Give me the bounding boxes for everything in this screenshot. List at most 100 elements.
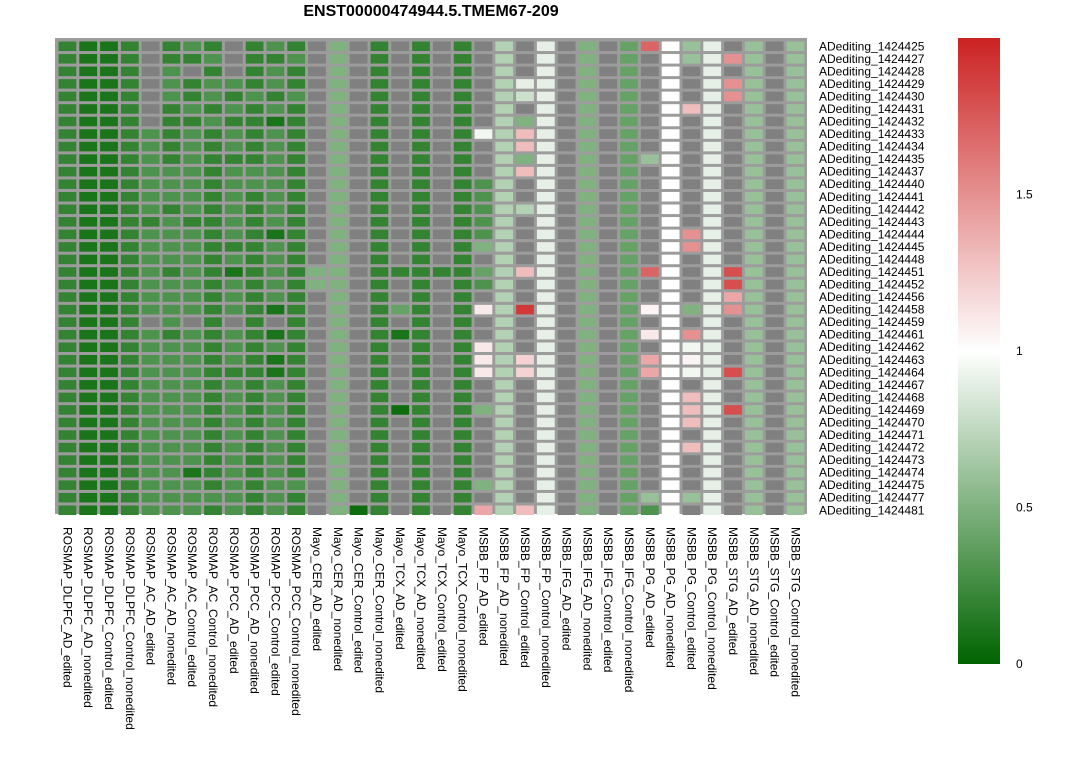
- heatmap-cell: [224, 217, 243, 227]
- heatmap-cell: [432, 267, 451, 277]
- heatmap-cell: [765, 492, 784, 503]
- heatmap-cell: [620, 292, 638, 302]
- heatmap-cell: [349, 380, 368, 390]
- heatmap-cell: [495, 91, 514, 102]
- heatmap-cell: [516, 405, 534, 415]
- heatmap-cell: [58, 380, 77, 390]
- column-label: Mayo_TCX_Control_nonedited: [456, 527, 470, 692]
- heatmap-cell: [412, 317, 430, 327]
- heatmap-cell: [100, 267, 118, 277]
- heatmap-cell: [724, 91, 742, 102]
- heatmap-cell: [536, 91, 555, 102]
- heatmap-cell: [100, 355, 118, 365]
- heatmap-cell: [640, 442, 659, 453]
- heatmap-cell: [557, 104, 576, 114]
- heatmap-cell: [287, 492, 306, 503]
- heatmap-cell: [120, 367, 139, 378]
- heatmap-cell: [516, 292, 534, 302]
- heatmap-cell: [620, 254, 638, 265]
- heatmap-cell: [432, 492, 451, 503]
- heatmap-cell: [100, 329, 118, 340]
- heatmap-cell: [349, 417, 368, 428]
- heatmap-cell: [599, 367, 618, 378]
- heatmap-cell: [245, 480, 264, 490]
- heatmap-cell: [287, 417, 306, 428]
- heatmap-cell: [412, 417, 430, 428]
- heatmap-cell: [328, 355, 347, 365]
- heatmap-cell: [620, 91, 638, 102]
- heatmap-cell: [474, 154, 493, 164]
- heatmap-cell: [620, 116, 638, 127]
- heatmap-cell: [432, 179, 451, 189]
- heatmap-cell: [308, 129, 326, 139]
- heatmap-cell: [308, 41, 326, 52]
- heatmap-cell: [79, 242, 98, 252]
- heatmap-cell: [661, 417, 680, 428]
- heatmap-cell: [120, 480, 139, 490]
- column-label: ROSMAP_PCC_Control_nonedited: [289, 527, 303, 716]
- heatmap-cell: [328, 455, 347, 465]
- heatmap-cell: [432, 329, 451, 340]
- heatmap-cell: [370, 229, 389, 240]
- heatmap-cell: [682, 179, 701, 189]
- heatmap-cell: [661, 279, 680, 290]
- heatmap-cell: [120, 91, 139, 102]
- heatmap-cell: [204, 166, 222, 177]
- heatmap-cell: [391, 292, 410, 302]
- heatmap-cell: [349, 141, 368, 152]
- heatmap-cell: [120, 154, 139, 164]
- heatmap-cell: [245, 79, 264, 89]
- heatmap-cell: [703, 455, 722, 465]
- heatmap-cell: [640, 229, 659, 240]
- heatmap-cell: [370, 116, 389, 127]
- heatmap-cell: [370, 79, 389, 89]
- heatmap-cell: [287, 455, 306, 465]
- heatmap-cell: [204, 367, 222, 378]
- heatmap-cell: [266, 141, 285, 152]
- heatmap-cell: [453, 204, 472, 215]
- heatmap-cell: [640, 179, 659, 189]
- heatmap-cell: [79, 392, 98, 403]
- heatmap-cell: [224, 91, 243, 102]
- heatmap-cell: [474, 317, 493, 327]
- heatmap-cell: [724, 430, 742, 440]
- heatmap-cell: [412, 166, 430, 177]
- heatmap-cell: [204, 492, 222, 503]
- heatmap-cell: [453, 405, 472, 415]
- heatmap-cell: [661, 455, 680, 465]
- heatmap-cell: [391, 329, 410, 340]
- heatmap-cell: [412, 329, 430, 340]
- heatmap-cell: [536, 267, 555, 277]
- column-label: Mayo_CER_AD_nonedited: [331, 527, 345, 671]
- heatmap-cell: [79, 342, 98, 352]
- heatmap-cell: [495, 505, 514, 516]
- heatmap-cell: [640, 279, 659, 290]
- heatmap-cell: [495, 254, 514, 265]
- heatmap-cell: [349, 104, 368, 114]
- heatmap-cell: [245, 179, 264, 189]
- heatmap-cell: [328, 154, 347, 164]
- heatmap-cell: [349, 455, 368, 465]
- row-label: ADediting_1424456: [819, 290, 925, 304]
- heatmap-cell: [328, 317, 347, 327]
- heatmap-cell: [141, 41, 160, 52]
- heatmap-cell: [536, 392, 555, 403]
- heatmap-cell: [661, 317, 680, 327]
- heatmap-cell: [536, 342, 555, 352]
- heatmap-cell: [516, 91, 534, 102]
- heatmap-cell: [578, 367, 597, 378]
- heatmap-cell: [578, 304, 597, 315]
- heatmap-cell: [245, 355, 264, 365]
- heatmap-cell: [578, 455, 597, 465]
- heatmap-cell: [682, 254, 701, 265]
- heatmap-cell: [599, 104, 618, 114]
- heatmap-cell: [370, 304, 389, 315]
- heatmap-cell: [432, 279, 451, 290]
- heatmap-cell: [640, 104, 659, 114]
- heatmap-cell: [412, 242, 430, 252]
- heatmap-cell: [557, 91, 576, 102]
- heatmap-cell: [786, 179, 805, 189]
- heatmap-cell: [58, 292, 77, 302]
- heatmap-cell: [724, 480, 742, 490]
- heatmap-cell: [349, 91, 368, 102]
